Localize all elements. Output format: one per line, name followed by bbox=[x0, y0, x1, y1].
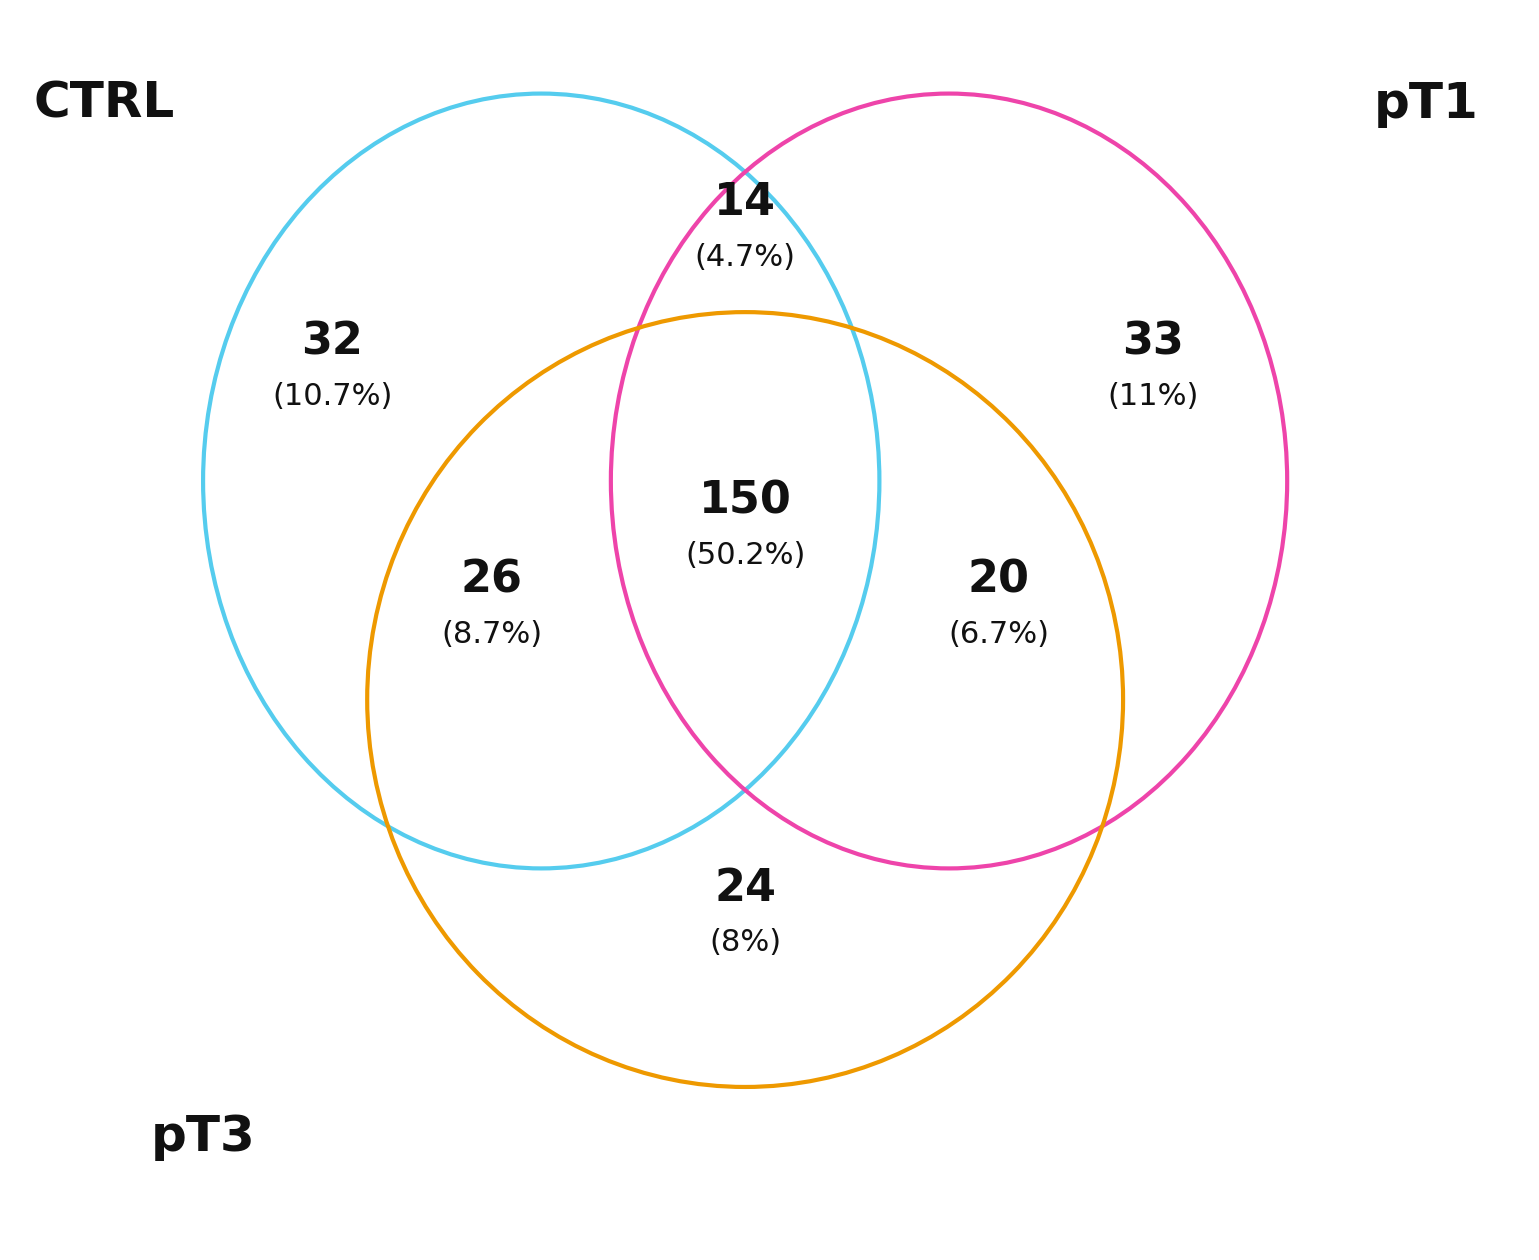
Text: (6.7%): (6.7%) bbox=[948, 620, 1050, 649]
Text: (11%): (11%) bbox=[1107, 382, 1199, 411]
Text: 24: 24 bbox=[714, 867, 776, 910]
Text: 14: 14 bbox=[714, 181, 776, 224]
Text: pT1: pT1 bbox=[1374, 79, 1479, 127]
Text: pT3: pT3 bbox=[151, 1113, 255, 1160]
Text: (8.7%): (8.7%) bbox=[442, 620, 542, 649]
Text: 33: 33 bbox=[1122, 320, 1183, 363]
Text: CTRL: CTRL bbox=[32, 79, 174, 127]
Text: (50.2%): (50.2%) bbox=[685, 541, 805, 570]
Text: (4.7%): (4.7%) bbox=[694, 243, 796, 272]
Text: 32: 32 bbox=[302, 320, 363, 363]
Text: 26: 26 bbox=[460, 559, 523, 602]
Text: (10.7%): (10.7%) bbox=[272, 382, 392, 411]
Text: 20: 20 bbox=[968, 559, 1030, 602]
Text: 150: 150 bbox=[699, 479, 791, 523]
Text: (8%): (8%) bbox=[709, 929, 782, 958]
